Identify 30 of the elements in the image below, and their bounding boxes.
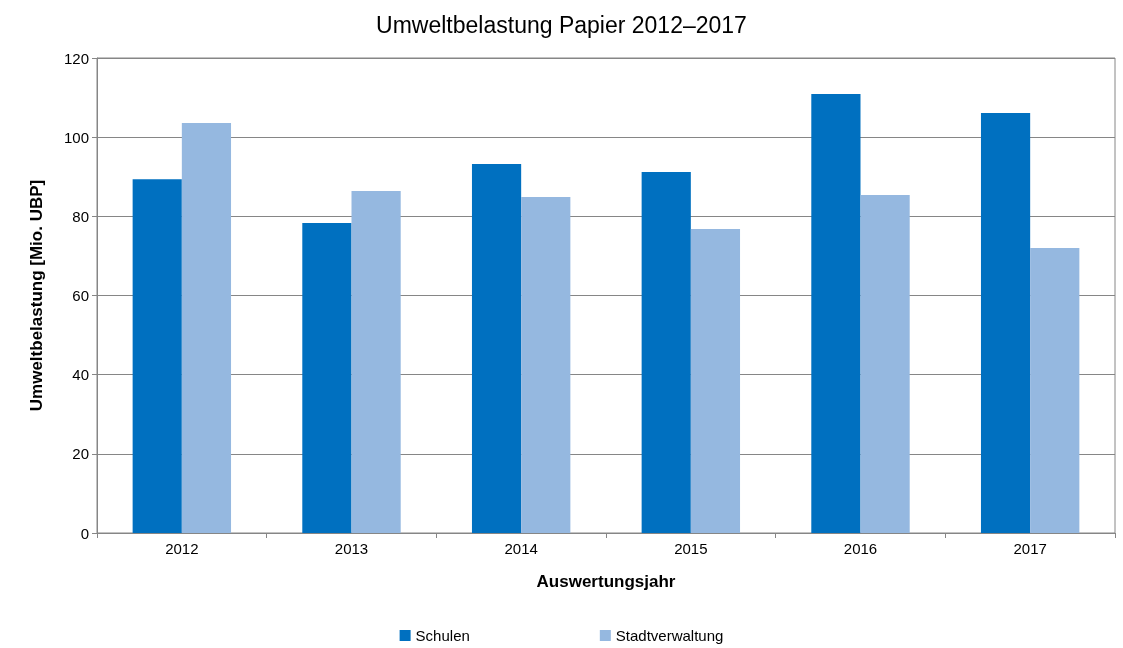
bar xyxy=(811,94,861,533)
bar xyxy=(302,223,352,533)
x-axis-title: Auswertungsjahr xyxy=(536,572,676,591)
y-axis-title: Umweltbelastung [Mio. UBP] xyxy=(27,179,46,412)
x-tick-label: 2016 xyxy=(843,540,878,557)
y-tick-label: 60 xyxy=(72,287,89,304)
legend-label: Schulen xyxy=(415,627,470,644)
bar xyxy=(641,172,691,533)
bar xyxy=(181,122,232,533)
y-tick-label: 0 xyxy=(80,524,89,542)
bar xyxy=(471,164,522,533)
bar xyxy=(132,179,182,533)
chart-title: Umweltbelastung Papier 2012–2017 xyxy=(376,11,747,38)
bar xyxy=(1030,248,1080,533)
bar xyxy=(690,229,741,533)
y-tick-label: 100 xyxy=(63,128,89,146)
bar xyxy=(860,194,910,533)
x-tick-label: 2017 xyxy=(1013,540,1047,557)
bar xyxy=(980,113,1031,533)
y-tick-label: 120 xyxy=(63,49,89,67)
x-tick-label: 2012 xyxy=(165,540,199,557)
legend-label: Stadtverwaltung xyxy=(615,627,724,644)
y-tick-label: 80 xyxy=(72,207,89,225)
x-tick-label: 2015 xyxy=(674,540,708,557)
bar xyxy=(521,196,571,533)
y-tick-label: 20 xyxy=(72,445,89,463)
x-tick-label: 2014 xyxy=(504,540,538,557)
x-tick-label: 2013 xyxy=(334,540,369,557)
bar xyxy=(351,191,401,533)
y-tick-label: 40 xyxy=(72,366,89,384)
